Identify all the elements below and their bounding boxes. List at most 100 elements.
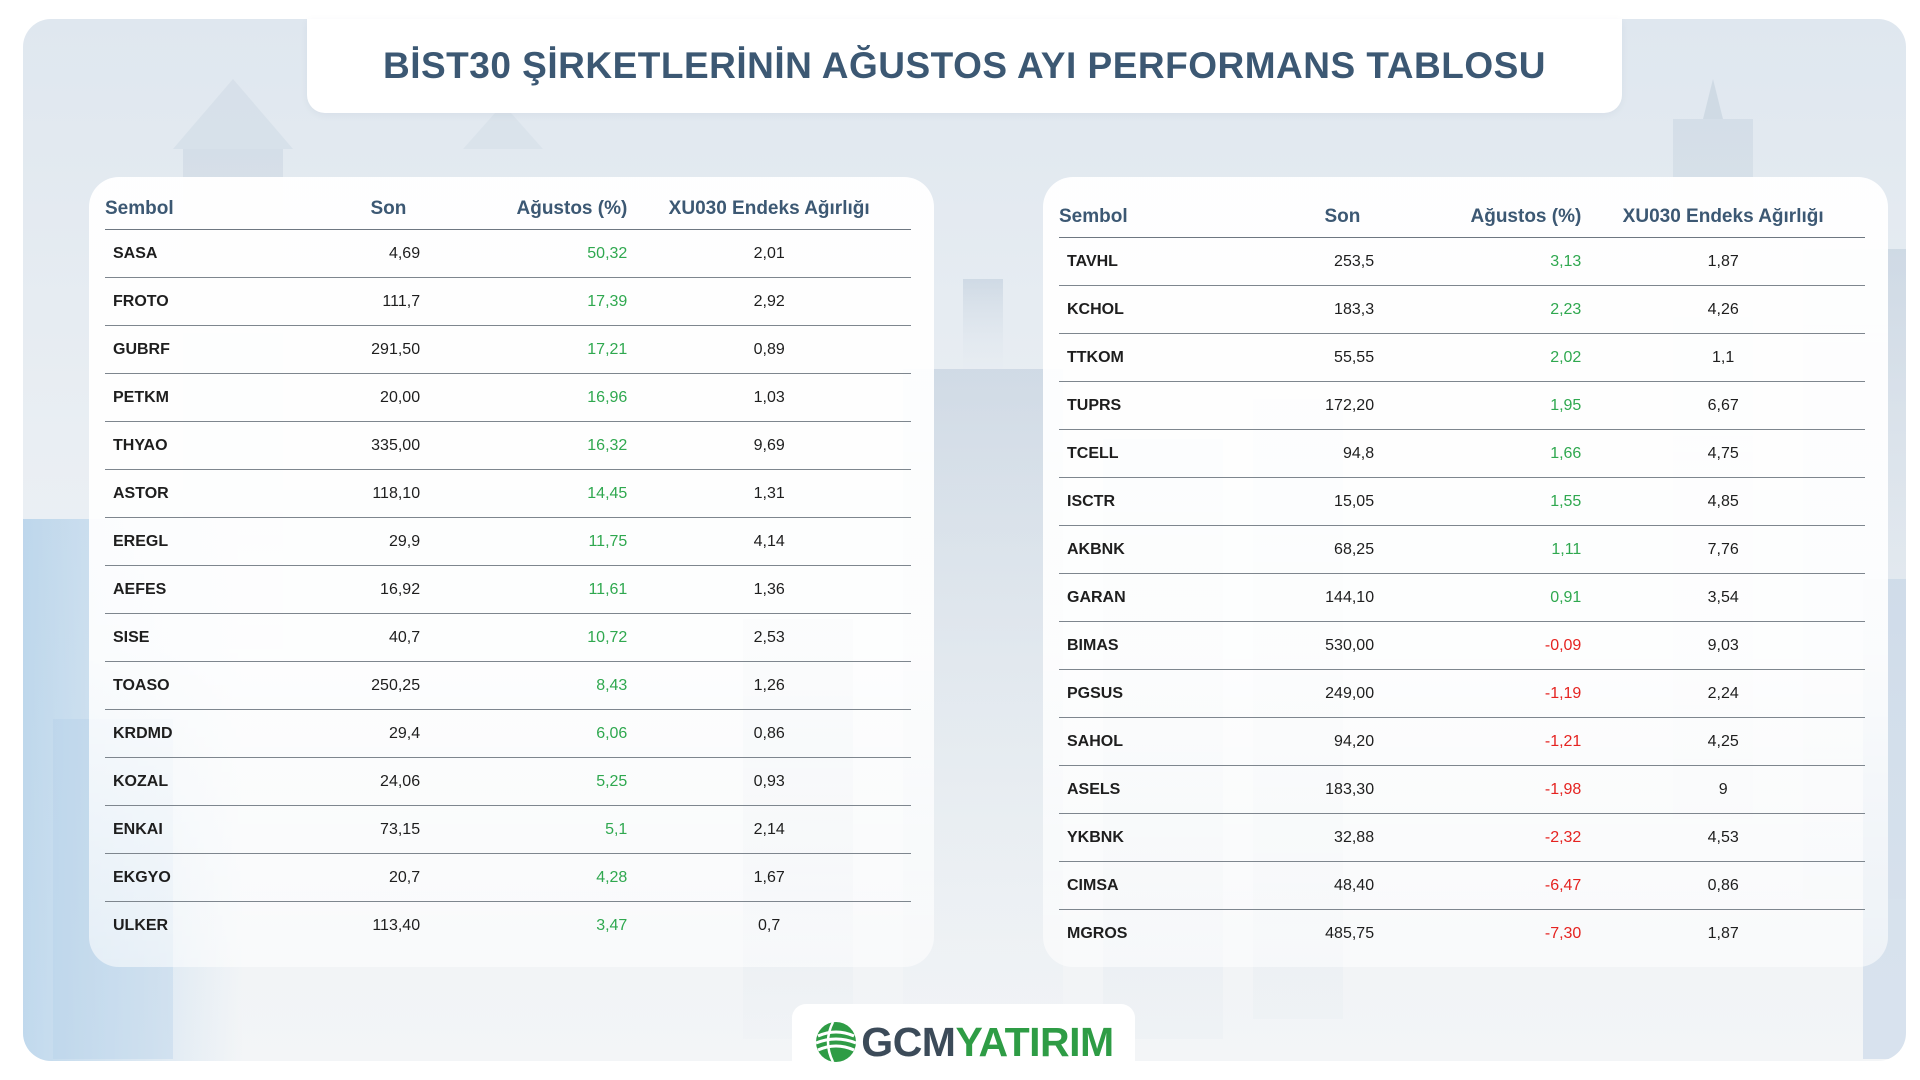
table-row: EREGL 29,9 11,75 4,14 <box>105 517 911 566</box>
cell-symbol: KCHOL <box>1059 285 1215 334</box>
cell-weight: 1,36 <box>627 565 911 614</box>
cell-symbol: SISE <box>105 613 261 662</box>
table-row: GUBRF 291,50 17,21 0,89 <box>105 325 911 374</box>
cell-symbol: SASA <box>105 229 261 278</box>
cell-august: 14,45 <box>420 469 628 518</box>
cell-last: 40,7 <box>260 613 421 662</box>
logo-text-yatirim: YATIRIM <box>955 1018 1114 1065</box>
table-row: KRDMD 29,4 6,06 0,86 <box>105 709 911 758</box>
column-header-august: Ağustos (%) <box>420 189 628 230</box>
cell-weight: 7,76 <box>1581 525 1865 574</box>
cell-last: 485,75 <box>1325 924 1375 942</box>
cell-last: 55,55 <box>1214 333 1375 382</box>
table-row: TCELL 94,8 1,66 4,75 <box>1059 429 1865 478</box>
cell-symbol: ENKAI <box>105 805 261 854</box>
cell-last: 118,10 <box>260 469 421 518</box>
right-table-panel: Sembol Son Ağustos (%) XU030 Endeks Ağır… <box>1043 177 1888 967</box>
cell-weight: 3,54 <box>1581 573 1865 622</box>
column-header-weight: XU030 Endeks Ağırlığı <box>1581 197 1865 238</box>
cell-weight: 0,89 <box>627 325 911 374</box>
table-row: SAHOL 94,20 -1,21 4,25 <box>1059 717 1865 766</box>
cell-weight: 4,26 <box>1581 285 1865 334</box>
table-row: SASA 4,69 50,32 2,01 <box>105 229 911 278</box>
cell-august: 1,95 <box>1374 381 1582 430</box>
cell-last: 29,9 <box>260 517 421 566</box>
globe-icon <box>815 1021 857 1063</box>
cell-symbol: TTKOM <box>1059 333 1215 382</box>
cell-symbol: EKGYO <box>105 853 261 902</box>
cell-symbol: TUPRS <box>1059 381 1215 430</box>
cell-symbol: PETKM <box>105 373 261 422</box>
cell-august: 4,28 <box>420 853 628 902</box>
table-header-row: Sembol Son Ağustos (%) XU030 Endeks Ağır… <box>1059 197 1865 238</box>
cell-symbol: THYAO <box>105 421 261 470</box>
table-row: ISCTR 15,05 1,55 4,85 <box>1059 477 1865 526</box>
cell-last: 15,05 <box>1214 477 1375 526</box>
cell-last: 16,92 <box>260 565 421 614</box>
cell-last: 183,3 <box>1214 285 1375 334</box>
cell-symbol: MGROS <box>1067 924 1128 942</box>
cell-weight: 0,93 <box>627 757 911 806</box>
table-row: THYAO 335,00 16,32 9,69 <box>105 421 911 470</box>
column-header-last: Son <box>1214 197 1375 238</box>
cell-weight: 1,87 <box>1707 924 1739 942</box>
cell-august: 11,75 <box>420 517 628 566</box>
cell-last: 20,7 <box>260 853 421 902</box>
table-row: AKBNK 68,25 1,11 7,76 <box>1059 525 1865 574</box>
table-row: ULKER 113,40 3,47 0,7 <box>105 902 911 950</box>
cell-august: 17,39 <box>420 277 628 326</box>
table-header-row: Sembol Son Ağustos (%) XU030 Endeks Ağır… <box>105 189 911 230</box>
table-row: CIMSA 48,40 -6,47 0,86 <box>1059 861 1865 910</box>
cell-symbol: ULKER <box>113 916 169 934</box>
cell-august: 5,1 <box>420 805 628 854</box>
cell-weight: 6,67 <box>1581 381 1865 430</box>
table-row: AEFES 16,92 11,61 1,36 <box>105 565 911 614</box>
cell-weight: 2,01 <box>627 229 911 278</box>
cell-last: 172,20 <box>1214 381 1375 430</box>
background-frame: Sembol Son Ağustos (%) XU030 Endeks Ağır… <box>23 19 1906 1061</box>
cell-weight: 9,69 <box>627 421 911 470</box>
cell-symbol: AEFES <box>105 565 261 614</box>
cell-last: 73,15 <box>260 805 421 854</box>
cell-august: 16,32 <box>420 421 628 470</box>
cell-weight: 1,1 <box>1581 333 1865 382</box>
cell-weight: 1,26 <box>627 661 911 710</box>
table-row: PGSUS 249,00 -1,19 2,24 <box>1059 669 1865 718</box>
table-row: MGROS 485,75 -7,30 1,87 <box>1059 910 1865 958</box>
cell-symbol: SAHOL <box>1059 717 1215 766</box>
cell-symbol: TOASO <box>105 661 261 710</box>
page-title: BİST30 ŞİRKETLERİNİN AĞUSTOS AYI PERFORM… <box>382 45 1547 86</box>
cell-august: -1,98 <box>1374 765 1582 814</box>
cell-symbol: KRDMD <box>105 709 261 758</box>
column-header-symbol: Sembol <box>1059 197 1215 238</box>
cell-symbol: AKBNK <box>1059 525 1215 574</box>
cell-august: 1,11 <box>1374 525 1582 574</box>
cell-weight: 1,87 <box>1581 237 1865 286</box>
cell-last: 4,69 <box>260 229 421 278</box>
table-row: TTKOM 55,55 2,02 1,1 <box>1059 333 1865 382</box>
cell-weight: 4,53 <box>1581 813 1865 862</box>
cell-august: -1,21 <box>1374 717 1582 766</box>
column-header-august: Ağustos (%) <box>1374 197 1582 238</box>
cell-symbol: KOZAL <box>105 757 261 806</box>
cell-last: 94,20 <box>1214 717 1375 766</box>
logo-card: GCM YATIRIM <box>792 1004 1135 1080</box>
cell-last: 48,40 <box>1214 861 1375 910</box>
table-row: ASTOR 118,10 14,45 1,31 <box>105 469 911 518</box>
cell-weight: 9 <box>1581 765 1865 814</box>
table-row: TOASO 250,25 8,43 1,26 <box>105 661 911 710</box>
cell-weight: 1,03 <box>627 373 911 422</box>
cell-weight: 2,24 <box>1581 669 1865 718</box>
cell-weight: 4,85 <box>1581 477 1865 526</box>
cell-last: 94,8 <box>1214 429 1375 478</box>
right-performance-table: Sembol Son Ağustos (%) XU030 Endeks Ağır… <box>1059 197 1865 957</box>
cell-last: 68,25 <box>1214 525 1375 574</box>
cell-weight: 9,03 <box>1581 621 1865 670</box>
column-header-last: Son <box>260 189 421 230</box>
cell-weight: 1,67 <box>627 853 911 902</box>
cell-symbol: EREGL <box>105 517 261 566</box>
cell-symbol: CIMSA <box>1059 861 1215 910</box>
cell-symbol: ISCTR <box>1059 477 1215 526</box>
cell-august: 1,66 <box>1374 429 1582 478</box>
table-row: KCHOL 183,3 2,23 4,26 <box>1059 285 1865 334</box>
